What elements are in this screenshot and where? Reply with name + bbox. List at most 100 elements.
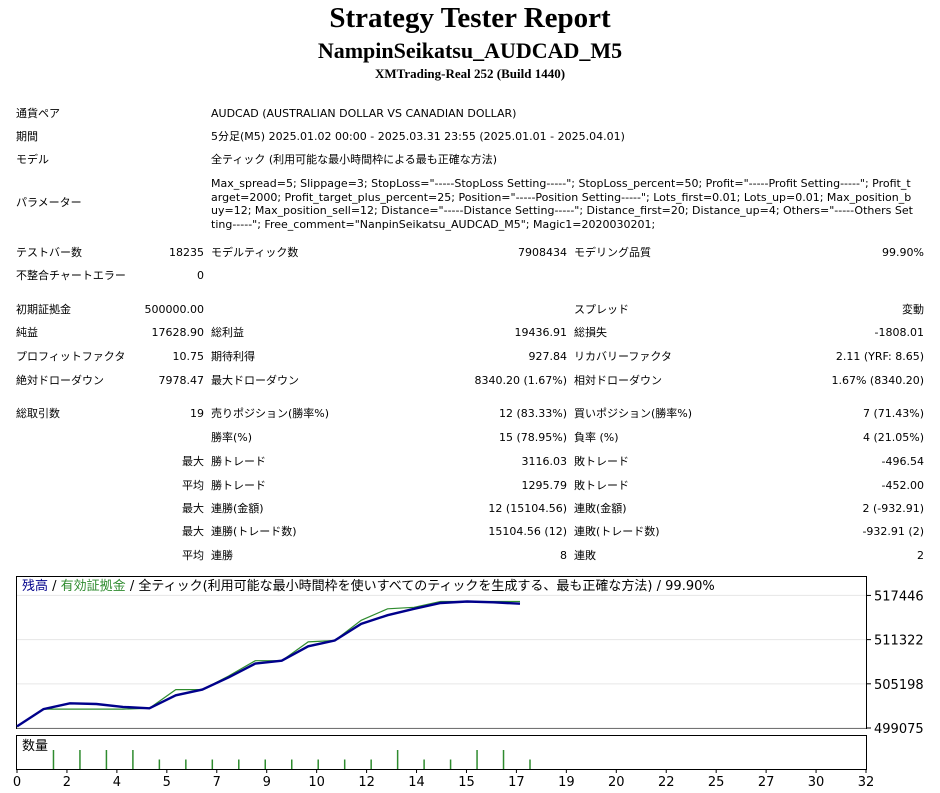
mismatch-label: 不整合チャートエラー bbox=[16, 269, 126, 282]
average-prefix: 平均 bbox=[182, 479, 204, 492]
x-tick-label: 12 bbox=[358, 775, 375, 789]
largest-prefix: 最大 bbox=[182, 455, 204, 468]
quality-label: モデリング品質 bbox=[574, 246, 651, 259]
symbol-label: 通貨ペア bbox=[16, 107, 60, 120]
loss-trades-label: 負率 (%) bbox=[574, 431, 619, 444]
x-tick-label: 32 bbox=[858, 775, 875, 789]
largest-loss-value: -496.54 bbox=[881, 455, 924, 468]
loss-trades-value: 4 (21.05%) bbox=[862, 431, 924, 444]
x-tick-label: 20 bbox=[608, 775, 625, 789]
balance-line bbox=[16, 600, 521, 728]
x-tick-label: 0 bbox=[13, 775, 21, 789]
parameters-value: Max_spread=5; Slippage=3; StopLoss="----… bbox=[211, 177, 913, 231]
volume-frame bbox=[16, 735, 867, 770]
bars-label: テストバー数 bbox=[16, 246, 82, 259]
cons-losses-amount-label: 連敗(金額) bbox=[574, 502, 627, 515]
relative-drawdown-label: 相対ドローダウン bbox=[574, 374, 662, 387]
spread-label: スプレッド bbox=[574, 303, 629, 316]
model-label: モデル bbox=[16, 153, 49, 166]
short-positions-value: 12 (83.33%) bbox=[498, 407, 567, 420]
recovery-factor-label: リカバリーファクタ bbox=[574, 350, 672, 363]
x-tick-label: 14 bbox=[408, 775, 425, 789]
expected-payoff-value: 927.84 bbox=[528, 350, 568, 363]
profit-factor-label: プロフィットファクタ bbox=[16, 350, 126, 363]
average-consecutive-prefix: 平均 bbox=[182, 549, 204, 562]
legend-model: 全ティック(利用可能な最小時間枠を使いすべてのティックを生成する、最も正確な方法… bbox=[138, 578, 652, 594]
volume-label: 数量 bbox=[22, 739, 48, 754]
long-positions-label: 買いポジション(勝率%) bbox=[574, 407, 693, 420]
largest-win-value: 3116.03 bbox=[521, 455, 568, 468]
period-label: 期間 bbox=[16, 130, 38, 143]
cons-wins-count-value: 15104.56 (12) bbox=[488, 525, 567, 538]
legend-quality: 99.90% bbox=[665, 579, 715, 594]
cons-losses-amount-value: 2 (-932.91) bbox=[862, 502, 924, 515]
x-tick-label: 25 bbox=[708, 775, 725, 789]
cons-wins-amount-label: 連勝(金額) bbox=[211, 502, 264, 515]
gross-profit-value: 19436.91 bbox=[514, 326, 568, 339]
parameters-label: パラメーター bbox=[16, 196, 82, 209]
average-loss-value: -452.00 bbox=[881, 479, 924, 492]
profit-trades-value: 15 (78.95%) bbox=[498, 431, 567, 444]
gross-loss-label: 総損失 bbox=[574, 326, 607, 339]
y-tick-label: 517446 bbox=[874, 589, 924, 604]
absolute-drawdown-label: 絶対ドローダウン bbox=[16, 374, 104, 387]
x-tick-label: 17 bbox=[508, 775, 525, 789]
x-tick-label: 5 bbox=[163, 775, 171, 789]
average-win-value: 1295.79 bbox=[521, 479, 568, 492]
deposit-label: 初期証拠金 bbox=[16, 303, 71, 316]
legend-separator: / bbox=[48, 579, 61, 594]
x-tick-label: 10 bbox=[308, 775, 325, 789]
cons-wins-amount-value: 12 (15104.56) bbox=[488, 502, 567, 515]
total-trades-value: 19 bbox=[190, 407, 204, 420]
net-profit-label: 純益 bbox=[16, 326, 38, 339]
chart-svg: 517446 511322 505198 499075 0 2 4 5 7 9 10 12 14 15 1… bbox=[13, 576, 924, 790]
short-positions-label: 売りポジション(勝率%) bbox=[211, 407, 330, 420]
chart-legend: 残高 / 有効証拠金 / 全ティック(利用可能な最小時間枠を使いすべてのティック… bbox=[22, 578, 715, 594]
server-info: XMTrading-Real 252 (Build 1440) bbox=[374, 66, 566, 81]
long-positions-value: 7 (71.43%) bbox=[862, 407, 924, 420]
spread-value: 変動 bbox=[902, 303, 924, 316]
equity-line bbox=[16, 600, 520, 727]
max-consecutive-prefix: 最大 bbox=[182, 502, 204, 515]
ticks-value: 7908434 bbox=[518, 246, 567, 259]
model-value: 全ティック (利用可能な最小時間枠による最も正確な方法) bbox=[211, 153, 498, 166]
largest-win-label: 勝トレード bbox=[211, 455, 266, 468]
recovery-factor-value: 2.11 (YRF: 8.65) bbox=[835, 350, 924, 363]
x-tick-label: 9 bbox=[263, 775, 271, 789]
period-value: 5分足(M5) 2025.01.02 00:00 - 2025.03.31 23… bbox=[211, 130, 625, 143]
y-tick-label: 499075 bbox=[874, 722, 924, 737]
y-tick-label: 511322 bbox=[874, 634, 924, 649]
quality-value: 99.90% bbox=[882, 246, 924, 259]
x-tick-label: 15 bbox=[458, 775, 475, 789]
cons-losses-count-value: -932.91 (2) bbox=[862, 525, 924, 538]
gross-profit-label: 総利益 bbox=[211, 326, 244, 339]
avg-cons-losses-label: 連敗 bbox=[574, 549, 596, 562]
balance-chart: 517446 511322 505198 499075 0 2 4 5 7 9 10 12 14 15 1… bbox=[0, 570, 940, 790]
maximal-drawdown-label: 最大ドローダウン bbox=[211, 374, 299, 387]
x-tick-label: 4 bbox=[113, 775, 121, 789]
x-tick-label: 2 bbox=[63, 775, 71, 789]
x-tick-label: 19 bbox=[558, 775, 575, 789]
legend-equity: 有効証拠金 bbox=[61, 578, 126, 594]
bars-value: 18235 bbox=[169, 246, 204, 259]
x-tick-label: 27 bbox=[758, 775, 775, 789]
x-tick-label: 30 bbox=[808, 775, 825, 789]
ticks-label: モデルティック数 bbox=[211, 246, 299, 259]
absolute-drawdown-value: 7978.47 bbox=[158, 374, 205, 387]
total-trades-label: 総取引数 bbox=[16, 407, 60, 420]
expected-payoff-label: 期待利得 bbox=[211, 350, 255, 363]
report-subtitle: NampinSeikatsu_AUDCAD_M5 bbox=[317, 38, 623, 63]
avg-cons-losses-value: 2 bbox=[917, 549, 924, 562]
cons-wins-count-label: 連勝(トレード数) bbox=[211, 525, 297, 538]
maximal-drawdown-value: 8340.20 (1.67%) bbox=[474, 374, 567, 387]
average-win-label: 勝トレード bbox=[211, 479, 266, 492]
legend-separator: / bbox=[126, 579, 139, 594]
avg-cons-wins-value: 8 bbox=[560, 549, 567, 562]
legend-balance: 残高 bbox=[22, 578, 48, 594]
plot-frame bbox=[16, 576, 867, 729]
profit-trades-label: 勝率(%) bbox=[211, 431, 253, 444]
report-title: Strategy Tester Report bbox=[329, 2, 611, 34]
gross-loss-value: -1808.01 bbox=[874, 326, 924, 339]
x-tick-label: 22 bbox=[658, 775, 675, 789]
deposit-value: 500000.00 bbox=[144, 303, 205, 316]
